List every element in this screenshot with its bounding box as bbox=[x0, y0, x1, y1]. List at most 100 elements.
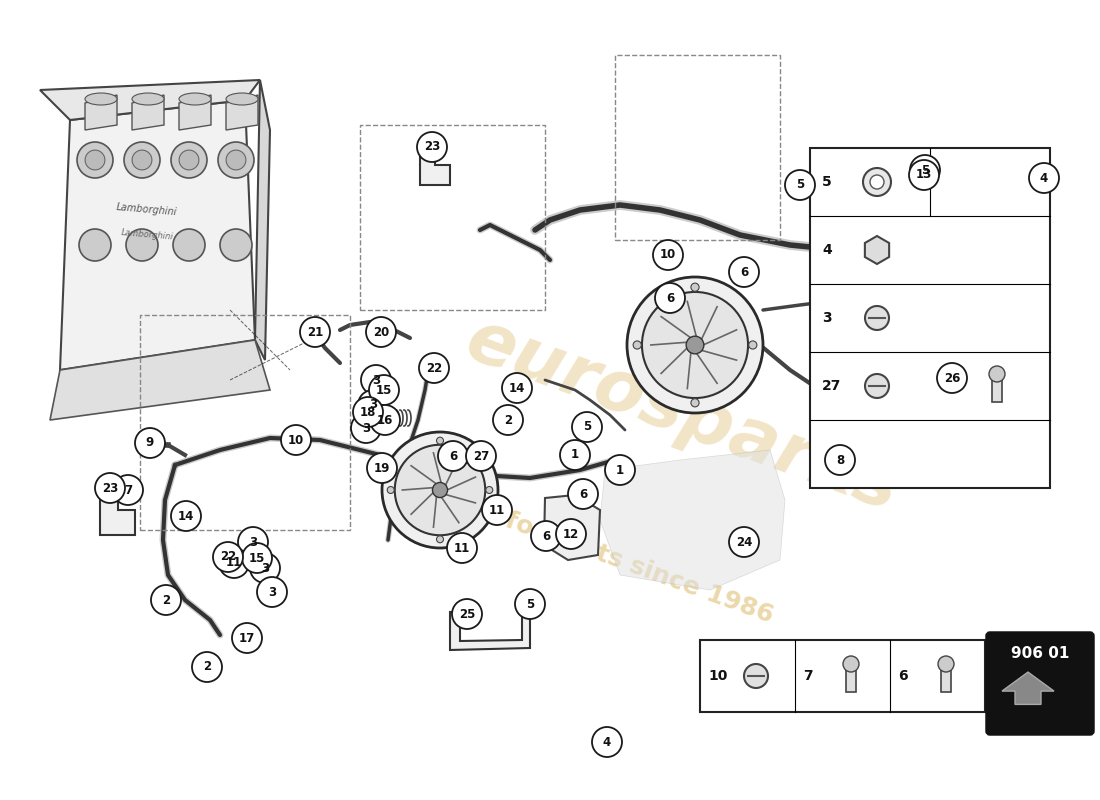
Text: 17: 17 bbox=[239, 631, 255, 645]
Text: 2: 2 bbox=[162, 594, 170, 606]
Text: 18: 18 bbox=[360, 406, 376, 418]
Text: 26: 26 bbox=[944, 371, 960, 385]
Circle shape bbox=[870, 175, 884, 189]
Circle shape bbox=[605, 455, 635, 485]
Text: 5: 5 bbox=[526, 598, 535, 610]
Circle shape bbox=[257, 577, 287, 607]
Polygon shape bbox=[226, 95, 258, 130]
Circle shape bbox=[370, 405, 400, 435]
Circle shape bbox=[493, 405, 522, 435]
Circle shape bbox=[179, 150, 199, 170]
Polygon shape bbox=[179, 95, 211, 130]
Circle shape bbox=[382, 432, 498, 548]
Circle shape bbox=[366, 317, 396, 347]
Circle shape bbox=[227, 150, 246, 170]
Polygon shape bbox=[860, 185, 960, 318]
Bar bbox=[940, 664, 952, 692]
Text: 6: 6 bbox=[579, 487, 587, 501]
Polygon shape bbox=[50, 340, 270, 420]
Text: 27: 27 bbox=[822, 379, 842, 393]
Circle shape bbox=[466, 441, 496, 471]
Circle shape bbox=[219, 548, 249, 578]
Circle shape bbox=[785, 170, 815, 200]
Circle shape bbox=[417, 132, 447, 162]
Circle shape bbox=[744, 664, 768, 688]
Circle shape bbox=[353, 397, 383, 427]
Circle shape bbox=[1028, 163, 1059, 193]
Circle shape bbox=[572, 412, 602, 442]
Text: 2: 2 bbox=[942, 379, 952, 393]
Text: 15: 15 bbox=[376, 383, 393, 397]
Circle shape bbox=[654, 283, 685, 313]
Circle shape bbox=[242, 543, 272, 573]
Text: 22: 22 bbox=[426, 362, 442, 374]
Circle shape bbox=[864, 168, 891, 196]
Circle shape bbox=[151, 585, 182, 615]
Circle shape bbox=[729, 527, 759, 557]
Text: 5: 5 bbox=[921, 163, 929, 177]
Text: 4: 4 bbox=[822, 243, 832, 257]
Circle shape bbox=[85, 150, 104, 170]
Polygon shape bbox=[840, 165, 984, 340]
Circle shape bbox=[173, 229, 205, 261]
Bar bbox=[846, 664, 856, 692]
Ellipse shape bbox=[179, 93, 211, 105]
Circle shape bbox=[170, 501, 201, 531]
Circle shape bbox=[482, 495, 512, 525]
Circle shape bbox=[126, 229, 158, 261]
Circle shape bbox=[300, 317, 330, 347]
Circle shape bbox=[634, 341, 641, 349]
Circle shape bbox=[79, 229, 111, 261]
Circle shape bbox=[531, 521, 561, 551]
Bar bbox=[360, 125, 544, 310]
Circle shape bbox=[361, 365, 390, 395]
Circle shape bbox=[280, 425, 311, 455]
Bar bbox=[140, 315, 350, 530]
Text: 23: 23 bbox=[102, 482, 118, 494]
Circle shape bbox=[77, 142, 113, 178]
Circle shape bbox=[686, 336, 704, 354]
Bar bbox=[810, 148, 1050, 488]
Polygon shape bbox=[255, 80, 270, 360]
Polygon shape bbox=[60, 100, 255, 370]
Circle shape bbox=[691, 283, 700, 291]
Text: 11: 11 bbox=[488, 503, 505, 517]
Circle shape bbox=[556, 519, 586, 549]
Text: 19: 19 bbox=[374, 462, 390, 474]
Text: 8: 8 bbox=[836, 454, 844, 466]
Ellipse shape bbox=[226, 93, 258, 105]
Circle shape bbox=[218, 142, 254, 178]
Circle shape bbox=[447, 533, 477, 563]
Text: 6: 6 bbox=[740, 266, 748, 278]
Circle shape bbox=[220, 229, 252, 261]
Circle shape bbox=[486, 486, 493, 494]
Circle shape bbox=[438, 441, 468, 471]
Circle shape bbox=[825, 445, 855, 475]
Polygon shape bbox=[865, 236, 889, 264]
Circle shape bbox=[387, 486, 394, 494]
Circle shape bbox=[419, 353, 449, 383]
Circle shape bbox=[170, 142, 207, 178]
Circle shape bbox=[691, 398, 700, 407]
Circle shape bbox=[232, 623, 262, 653]
Circle shape bbox=[213, 542, 243, 572]
Circle shape bbox=[135, 428, 165, 458]
Polygon shape bbox=[450, 612, 530, 650]
Text: 2: 2 bbox=[504, 414, 513, 426]
Circle shape bbox=[192, 652, 222, 682]
Circle shape bbox=[937, 363, 967, 393]
Circle shape bbox=[113, 475, 143, 505]
Ellipse shape bbox=[85, 93, 117, 105]
Polygon shape bbox=[600, 450, 785, 590]
Polygon shape bbox=[544, 495, 600, 560]
Text: eurosparks: eurosparks bbox=[456, 306, 908, 526]
Circle shape bbox=[367, 453, 397, 483]
Polygon shape bbox=[132, 95, 164, 130]
Circle shape bbox=[910, 155, 940, 185]
Polygon shape bbox=[955, 356, 998, 419]
Polygon shape bbox=[940, 340, 1015, 435]
Text: 5: 5 bbox=[822, 175, 832, 189]
Circle shape bbox=[560, 440, 590, 470]
Circle shape bbox=[592, 727, 622, 757]
Circle shape bbox=[865, 374, 889, 398]
